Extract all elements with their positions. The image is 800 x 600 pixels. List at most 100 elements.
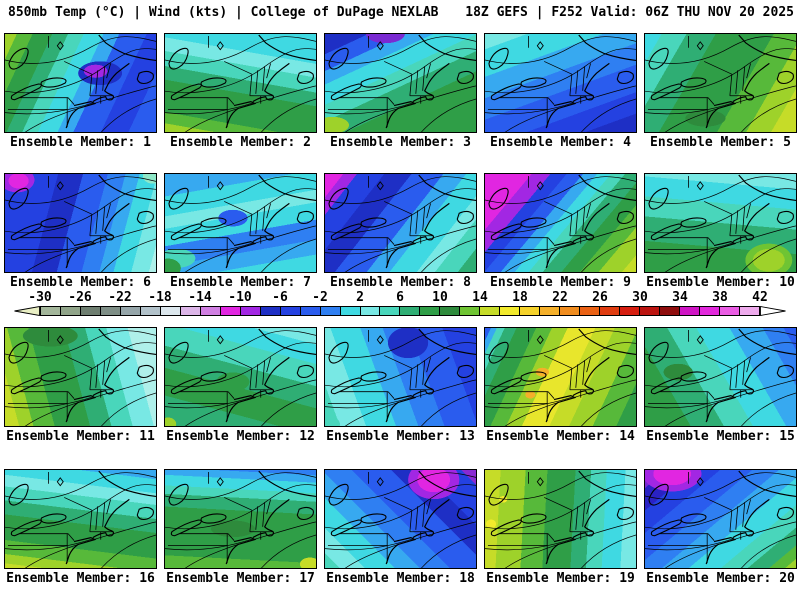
ensemble-member-label: Ensemble Member: 6 <box>10 275 151 290</box>
temperature-field <box>324 173 477 273</box>
colorbar-tick: 30 <box>632 290 648 305</box>
temperature-colorbar: -30 -26 -22 -18 -14 -10 -6 -2 2 6 10 14 18 22 26 30 34 38… <box>0 290 800 326</box>
panel-row-4: Ensemble Member: 16 Ensemble Member: 17 En… <box>4 469 797 586</box>
colorbar-cell <box>640 307 661 315</box>
colorbar-cell <box>480 307 501 315</box>
map-outline-overlay <box>165 328 316 426</box>
colorbar-overflow-arrow <box>760 306 786 316</box>
colorbar-cell <box>540 307 561 315</box>
ensemble-panel: Ensemble Member: 19 <box>484 469 637 586</box>
ensemble-member-label: Ensemble Member: 4 <box>490 135 631 150</box>
temperature-field <box>644 469 797 569</box>
colorbar-cell <box>340 307 361 315</box>
temperature-field <box>164 469 317 569</box>
ensemble-member-label: Ensemble Member: 9 <box>490 275 631 290</box>
ensemble-panel: Ensemble Member: 15 <box>644 327 797 444</box>
colorbar-cell <box>620 307 641 315</box>
colorbar-cell <box>420 307 441 315</box>
ensemble-member-label: Ensemble Member: 2 <box>170 135 311 150</box>
map-outline-overlay <box>485 174 636 272</box>
colorbar-tick: -26 <box>68 290 92 305</box>
ensemble-member-label: Ensemble Member: 14 <box>486 429 635 444</box>
temperature-field <box>484 33 637 133</box>
colorbar-tick: 26 <box>592 290 608 305</box>
map-outline-overlay <box>485 34 636 132</box>
colorbar-cell <box>580 307 601 315</box>
colorbar-cells <box>40 306 760 316</box>
colorbar-cell <box>120 307 141 315</box>
title-bar: 850mb Temp (°C) | Wind (kts) | College o… <box>8 5 794 20</box>
ensemble-member-label: Ensemble Member: 19 <box>486 571 635 586</box>
temperature-field <box>4 33 157 133</box>
colorbar-cell <box>240 307 261 315</box>
panel-row-3: Ensemble Member: 11 Ensemble Member: 12 En… <box>4 327 797 444</box>
panel-row-2: Ensemble Member: 6 Ensemble Member: 7 Ense… <box>4 173 797 290</box>
map-outline-overlay <box>645 174 796 272</box>
colorbar-cell <box>500 307 521 315</box>
ensemble-panel: Ensemble Member: 8 <box>324 173 477 290</box>
colorbar-cell <box>41 307 61 315</box>
ensemble-panel: Ensemble Member: 12 <box>164 327 317 444</box>
ensemble-panel: Ensemble Member: 7 <box>164 173 317 290</box>
ensemble-member-label: Ensemble Member: 8 <box>330 275 471 290</box>
colorbar-tick: -30 <box>28 290 52 305</box>
colorbar-underflow-arrow <box>14 306 40 316</box>
colorbar-tick: 10 <box>432 290 448 305</box>
ensemble-panel: Ensemble Member: 6 <box>4 173 157 290</box>
colorbar-cell <box>460 307 481 315</box>
colorbar-tick: -18 <box>148 290 172 305</box>
temperature-field <box>4 327 157 427</box>
ensemble-member-label: Ensemble Member: 1 <box>10 135 151 150</box>
temperature-field <box>484 327 637 427</box>
map-outline-overlay <box>645 328 796 426</box>
colorbar-cell <box>440 307 461 315</box>
panel-row-1: Ensemble Member: 1 Ensemble Member: 2 Ense… <box>4 33 797 150</box>
colorbar-cell <box>600 307 621 315</box>
temperature-field <box>164 33 317 133</box>
colorbar-cell <box>140 307 161 315</box>
map-outline-overlay <box>5 34 156 132</box>
map-outline-overlay <box>325 34 476 132</box>
ensemble-member-label: Ensemble Member: 3 <box>330 135 471 150</box>
colorbar-tick-labels: -30 -26 -22 -18 -14 -10 -6 -2 2 6 10 14 18 22 26 30 34 38… <box>0 290 800 305</box>
map-outline-overlay <box>165 174 316 272</box>
ensemble-member-label: Ensemble Member: 16 <box>6 571 155 586</box>
colorbar-cell <box>180 307 201 315</box>
colorbar-cell <box>660 307 680 315</box>
colorbar-cell <box>260 307 281 315</box>
ensemble-panel: Ensemble Member: 3 <box>324 33 477 150</box>
temperature-field <box>484 469 637 569</box>
colorbar-tick: 2 <box>356 290 364 305</box>
temperature-field <box>484 173 637 273</box>
map-outline-overlay <box>165 470 316 568</box>
map-outline-overlay <box>5 174 156 272</box>
colorbar-cell <box>719 307 740 315</box>
ensemble-member-label: Ensemble Member: 10 <box>646 275 795 290</box>
ensemble-panel: Ensemble Member: 20 <box>644 469 797 586</box>
ensemble-member-label: Ensemble Member: 13 <box>326 429 475 444</box>
temperature-field <box>324 33 477 133</box>
ensemble-member-label: Ensemble Member: 7 <box>170 275 311 290</box>
map-outline-overlay <box>325 470 476 568</box>
colorbar-tick: 14 <box>472 290 488 305</box>
colorbar-cell <box>100 307 121 315</box>
ensemble-member-label: Ensemble Member: 18 <box>326 571 475 586</box>
temperature-field <box>4 469 157 569</box>
colorbar-tick: -10 <box>228 290 252 305</box>
temperature-field <box>4 173 157 273</box>
map-outline-overlay <box>325 328 476 426</box>
colorbar-cell <box>380 307 401 315</box>
map-outline-overlay <box>165 34 316 132</box>
colorbar-tick: 42 <box>752 290 768 305</box>
colorbar-cell <box>60 307 81 315</box>
ensemble-member-label: Ensemble Member: 5 <box>650 135 791 150</box>
ensemble-member-label: Ensemble Member: 17 <box>166 571 315 586</box>
colorbar-cell <box>400 307 421 315</box>
ensemble-panel: Ensemble Member: 13 <box>324 327 477 444</box>
colorbar-tick: 38 <box>712 290 728 305</box>
colorbar-cell <box>300 307 321 315</box>
colorbar-cell <box>739 307 759 315</box>
map-outline-overlay <box>485 328 636 426</box>
ensemble-panel: Ensemble Member: 2 <box>164 33 317 150</box>
